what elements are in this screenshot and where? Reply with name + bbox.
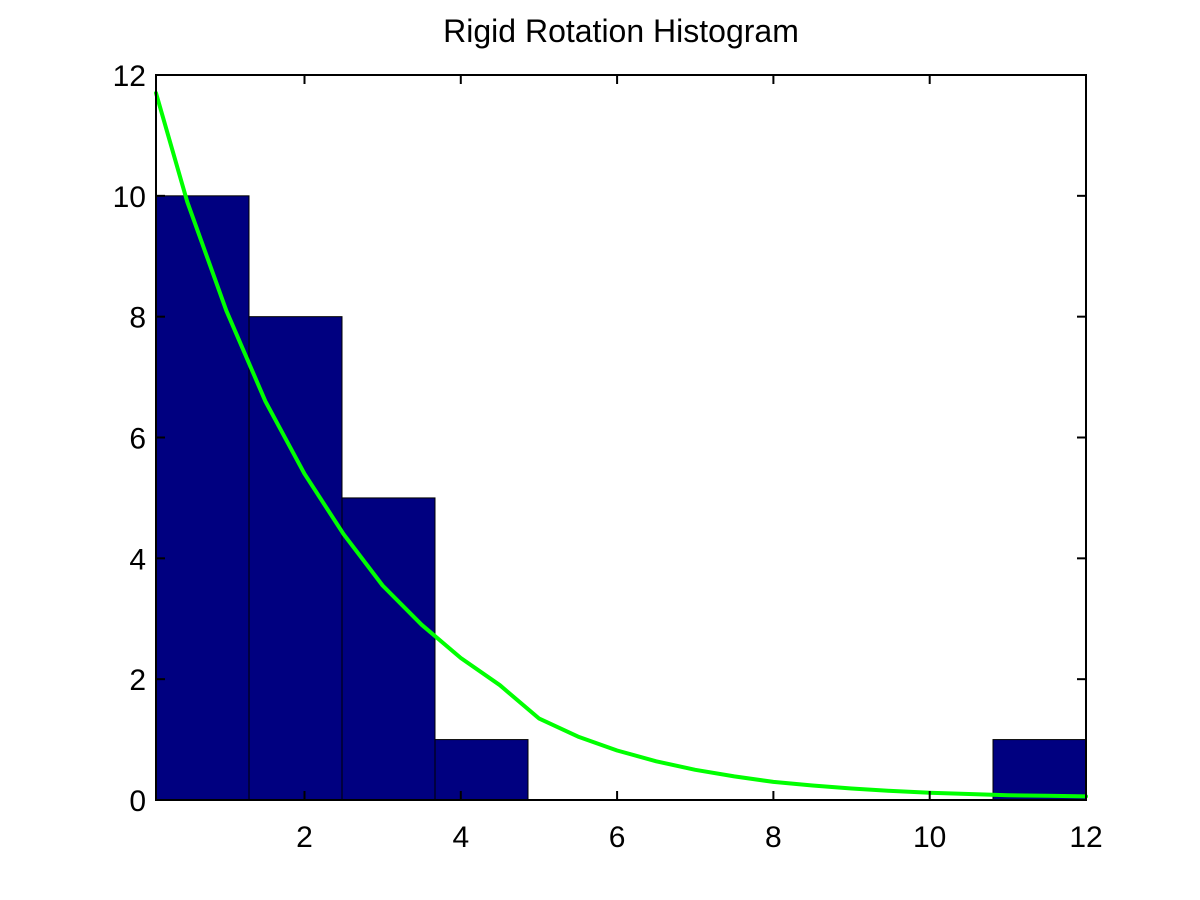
histogram-bar bbox=[248, 316, 343, 801]
y-tick-label: 6 bbox=[129, 423, 146, 456]
histogram-bar bbox=[155, 195, 250, 801]
x-tick-label: 8 bbox=[765, 821, 782, 854]
y-tick-label: 8 bbox=[129, 302, 146, 335]
histogram-bar bbox=[434, 739, 529, 801]
x-tick-label: 12 bbox=[1069, 821, 1102, 854]
ticks-group: 0 2 4 6 8 10 12 2 4 6 8 10 12 bbox=[113, 60, 1103, 854]
histogram-bar bbox=[341, 497, 436, 801]
bars-group bbox=[155, 195, 1087, 801]
y-tick-label: 2 bbox=[129, 664, 146, 697]
x-tick-label: 4 bbox=[452, 821, 469, 854]
x-tick-label: 6 bbox=[609, 821, 626, 854]
chart-title: Rigid Rotation Histogram bbox=[443, 13, 799, 49]
x-tick-label: 10 bbox=[913, 821, 946, 854]
y-tick-label: 0 bbox=[129, 785, 146, 818]
y-tick-label: 12 bbox=[113, 60, 146, 93]
y-tick-label: 10 bbox=[113, 181, 146, 214]
histogram-bar bbox=[992, 739, 1087, 801]
x-tick-label: 2 bbox=[296, 821, 313, 854]
y-tick-label: 4 bbox=[129, 543, 146, 576]
